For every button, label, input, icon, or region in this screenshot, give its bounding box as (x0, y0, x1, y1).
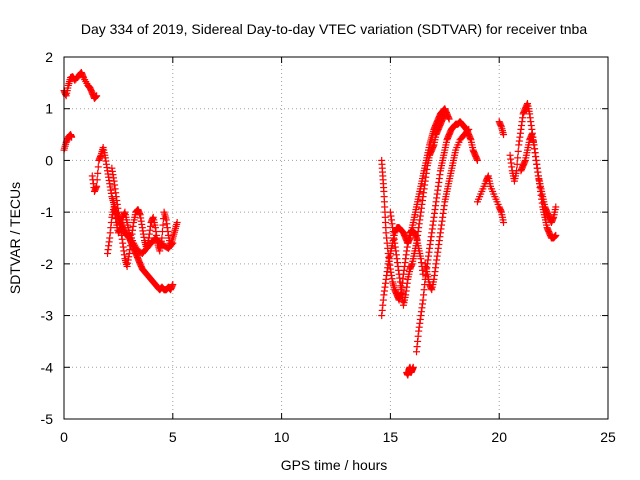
chart-title: Day 334 of 2019, Sidereal Day-to-day VTE… (81, 21, 588, 37)
y-tick-label: 0 (45, 152, 53, 168)
x-axis-label: GPS time / hours (281, 457, 388, 473)
x-axis-tick-labels: 0 5 10 15 20 25 (60, 429, 616, 445)
data-point (500, 131, 508, 139)
data-point (514, 147, 522, 155)
data-point (464, 127, 472, 135)
x-tick-label: 15 (383, 429, 399, 445)
data-point (445, 115, 453, 123)
data-point (441, 110, 449, 118)
x-tick-label: 5 (169, 429, 177, 445)
y-tick-label: -2 (41, 256, 54, 272)
data-point (93, 92, 101, 100)
x-tick-label: 0 (60, 429, 68, 445)
data-point (93, 176, 101, 184)
data-point (168, 240, 176, 248)
data-point (94, 169, 102, 177)
data-point (513, 160, 521, 168)
data-point (409, 363, 417, 371)
data-point (169, 239, 177, 247)
axis-ticks (63, 56, 609, 420)
y-tick-label: -3 (41, 308, 54, 324)
data-point (173, 218, 181, 226)
data-point (159, 221, 167, 229)
x-tick-label: 25 (600, 429, 616, 445)
data-point (158, 234, 166, 242)
y-axis-label: SDTVAR / TECUs (7, 182, 23, 294)
y-tick-label: 2 (45, 49, 53, 65)
y-tick-label: -1 (41, 204, 54, 220)
y-axis-tick-labels: -5 -4 -3 -2 -1 0 1 2 (41, 49, 54, 427)
data-point (94, 163, 102, 171)
data-point (552, 231, 560, 239)
y-tick-label: -5 (41, 411, 54, 427)
x-tick-label: 20 (491, 429, 507, 445)
data-point (514, 154, 522, 162)
y-tick-label: 1 (45, 101, 53, 117)
data-point (465, 125, 473, 133)
data-point (93, 182, 101, 190)
data-point (552, 203, 560, 211)
plot-frame (63, 56, 609, 420)
x-tick-label: 10 (274, 429, 290, 445)
data-point (68, 133, 76, 141)
data-point (473, 156, 481, 164)
y-tick-label: -4 (41, 359, 54, 375)
grid (64, 57, 608, 419)
data-point (169, 281, 177, 289)
data-points (60, 69, 560, 379)
data-point (500, 218, 508, 226)
